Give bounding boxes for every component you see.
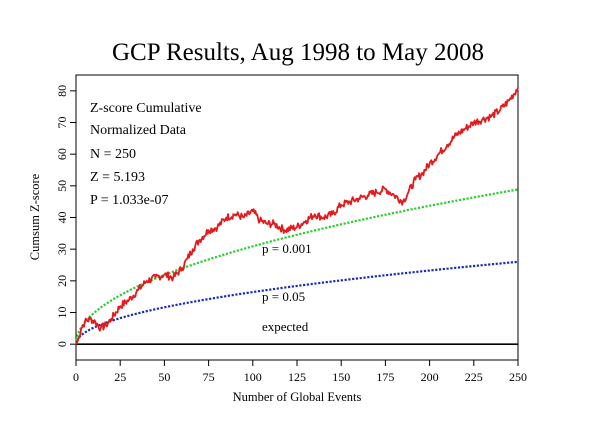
- y-tick-label: 40: [55, 212, 69, 224]
- y-tick-label: 80: [55, 85, 69, 97]
- y-tick-label: 50: [55, 180, 69, 192]
- annotation-expected: expected: [262, 319, 309, 334]
- x-tick-label: 150: [332, 370, 350, 384]
- y-tick-label: 0: [55, 341, 69, 347]
- x-axis-label: Number of Global Events: [233, 390, 362, 404]
- x-tick-label: 50: [158, 370, 170, 384]
- x-tick-label: 175: [376, 370, 394, 384]
- series-line-p001: [74, 188, 519, 345]
- y-tick-label: 30: [55, 243, 69, 255]
- x-tick-label: 0: [73, 370, 79, 384]
- stat-line: Z = 5.193: [90, 170, 145, 185]
- y-tick-label: 70: [55, 117, 69, 129]
- stat-line: Z-score Cumulative: [90, 101, 202, 116]
- y-axis-label: Cumsum Z-score: [28, 173, 42, 260]
- series-line-cumsum: [75, 87, 519, 345]
- x-axis: 0 25 50 75 100 125 150 175 200 225 250: [73, 360, 527, 384]
- series-line-p05: [74, 260, 519, 345]
- chart-title: GCP Results, Aug 1998 to May 2008: [112, 39, 484, 66]
- stat-line: Normalized Data: [90, 123, 187, 138]
- x-tick-label: 25: [114, 370, 126, 384]
- stat-line: P = 1.033e-07: [90, 193, 169, 208]
- annotation-p05: p = 0.05: [262, 289, 305, 304]
- y-tick-label: 10: [55, 307, 69, 319]
- x-tick-label: 75: [203, 370, 215, 384]
- y-axis: 0 10 20 30 40 50 60 70 80: [55, 85, 76, 347]
- stat-line: N = 250: [90, 147, 136, 162]
- plot-frame: [75, 74, 519, 361]
- y-tick-label: 60: [55, 148, 69, 160]
- x-tick-label: 225: [465, 370, 483, 384]
- y-tick-label: 20: [55, 275, 69, 287]
- x-tick-label: 100: [244, 370, 262, 384]
- x-tick-label: 125: [288, 370, 306, 384]
- x-tick-label: 250: [509, 370, 527, 384]
- annotation-p001: p = 0.001: [262, 241, 312, 256]
- x-tick-label: 200: [421, 370, 439, 384]
